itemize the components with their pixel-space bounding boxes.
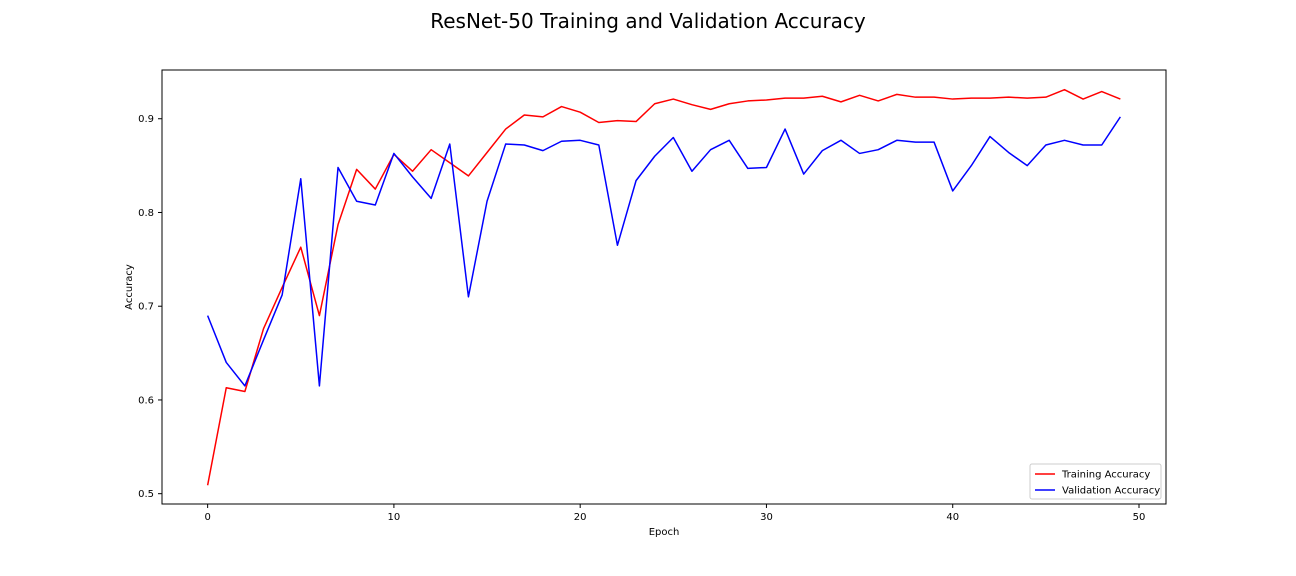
x-tick-label: 10 — [388, 512, 401, 523]
legend-label: Validation Accuracy — [1062, 486, 1160, 497]
series-line-training — [206, 88, 1121, 486]
y-axis: 0.5 0.6 0.7 0.8 0.9 — [138, 114, 162, 500]
y-tick-label: 0.5 — [138, 489, 154, 500]
series-lines — [206, 88, 1121, 486]
y-tick-label: 0.9 — [138, 114, 154, 125]
series-line-validation — [206, 116, 1121, 387]
legend-label: Training Accuracy — [1061, 470, 1150, 481]
y-tick-label: 0.8 — [138, 208, 154, 219]
y-tick-label: 0.7 — [138, 302, 154, 313]
legend-box — [1029, 463, 1162, 500]
y-tick-label: 0.6 — [138, 395, 154, 406]
chart-title: ResNet-50 Training and Validation Accura… — [430, 9, 866, 33]
x-tick-label: 0 — [204, 512, 210, 523]
x-tick-label: 30 — [760, 512, 773, 523]
x-axis-label: Epoch — [649, 527, 680, 538]
y-axis-label: Accuracy — [124, 264, 135, 310]
x-tick-label: 40 — [946, 512, 959, 523]
x-tick-label: 50 — [1133, 512, 1146, 523]
legend: Training Accuracy Validation Accuracy — [1029, 463, 1162, 500]
x-tick-label: 20 — [574, 512, 587, 523]
plot-area — [161, 69, 1167, 505]
x-axis: 0 10 20 30 40 50 — [204, 504, 1145, 523]
